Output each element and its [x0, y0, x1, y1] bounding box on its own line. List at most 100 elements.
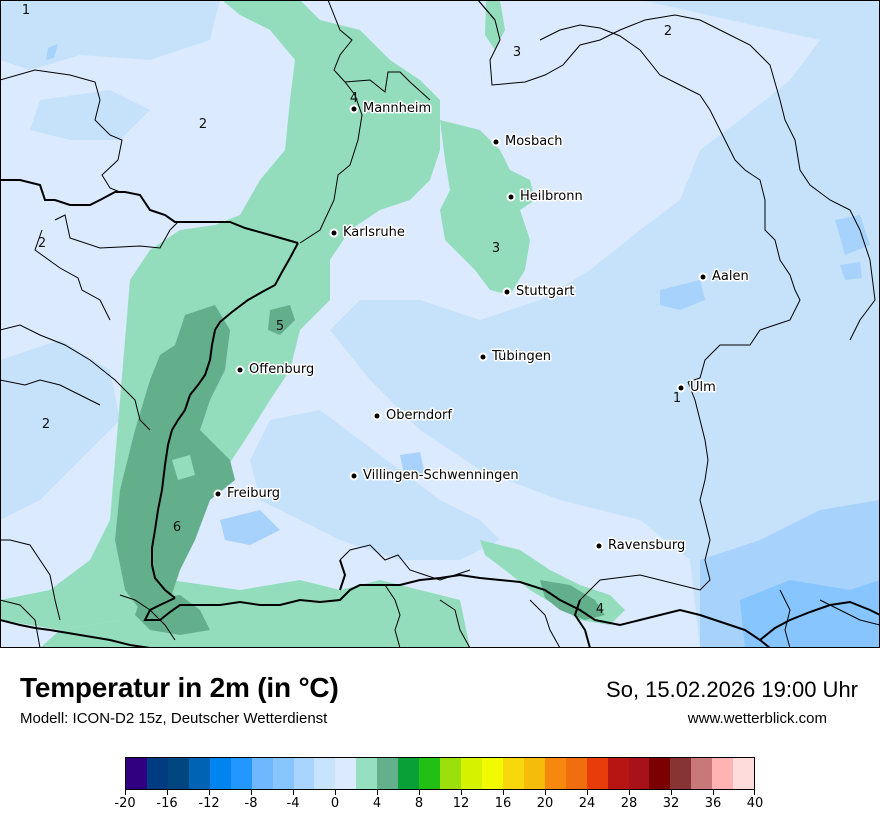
colorbar-segment	[712, 758, 734, 789]
city-marker: Villingen-Schwenningen	[349, 467, 520, 485]
colorbar-tick	[629, 790, 630, 795]
colorbar-tick-label: 32	[662, 796, 680, 811]
contour-label: 1	[673, 391, 681, 406]
city-label: Freiburg	[227, 486, 280, 501]
colorbar-tick-label: 24	[578, 796, 596, 811]
colorbar-segment	[419, 758, 441, 789]
colorbar-ticks: -20 -16 -12 -8 -4 0 4 8 12 16 20 24 28 32 36 40	[114, 790, 763, 820]
map-title: Temperatur in 2m (in °C)	[20, 672, 339, 703]
colorbar-segment	[523, 758, 545, 789]
colorbar-segment	[188, 758, 210, 789]
city-label: Mosbach	[505, 134, 563, 149]
city-label: Aalen	[712, 269, 749, 284]
colorbar-tick	[419, 790, 420, 795]
city-marker: Heilbronn	[506, 188, 584, 206]
colorbar-tick	[377, 790, 378, 795]
city-label: Karlsruhe	[343, 225, 405, 240]
city-dot-icon	[493, 139, 499, 145]
colorbar-segment	[146, 758, 168, 789]
colorbar-segment	[335, 758, 357, 789]
colorbar-tick	[461, 790, 462, 795]
colorbar-tick-label: 12	[452, 796, 470, 811]
contour-label: 6	[173, 520, 181, 535]
city-label: Heilbronn	[520, 189, 583, 204]
colorbar-segment	[628, 758, 650, 789]
contour-label: 4	[596, 602, 604, 617]
colorbar-tick	[754, 790, 755, 795]
city-label: Villingen-Schwenningen	[363, 468, 519, 483]
contour-label: 3	[492, 241, 500, 256]
city-dot-icon	[237, 367, 243, 373]
city-label: Ravensburg	[608, 538, 685, 553]
city-dot-icon	[331, 230, 337, 236]
colorbar-tick-label: -16	[156, 796, 178, 811]
colorbar-segment	[649, 758, 671, 789]
city-marker: Offenburg	[235, 361, 316, 379]
colorbar-tick	[671, 790, 672, 795]
colorbar-tick	[587, 790, 588, 795]
city-dot-icon	[678, 385, 684, 391]
city-dot-icon	[504, 289, 510, 295]
city-marker: Karlsruhe	[329, 224, 406, 242]
city-marker: Mosbach	[491, 133, 564, 151]
colorbar-tick-label: 16	[494, 796, 512, 811]
colorbar-segment	[670, 758, 692, 789]
city-label: Ulm	[690, 380, 716, 395]
colorbar-segment	[440, 758, 461, 789]
temperature-field-blue	[740, 580, 880, 648]
colorbar-tick-label: -20	[114, 796, 136, 811]
temperature-field-inner-patch	[172, 455, 195, 480]
website-link[interactable]: www.wetterblick.com	[687, 710, 827, 727]
colorbar-tick	[503, 790, 504, 795]
country-borders	[0, 179, 880, 648]
colorbar-segment	[607, 758, 629, 789]
colorbar-segment	[293, 758, 315, 789]
colorbar-segment	[272, 758, 294, 789]
colorbar-segment	[314, 758, 336, 789]
colorbar-tick-label: 20	[536, 796, 554, 811]
city-marker: Ravensburg	[594, 537, 687, 555]
city-label: Oberndorf	[386, 408, 452, 423]
city-marker: Ulm	[676, 379, 717, 397]
colorbar-tick	[251, 790, 252, 795]
city-dot-icon	[480, 354, 486, 360]
city-label: Mannheim	[363, 101, 431, 116]
contour-label: 5	[276, 319, 284, 334]
colorbar-tick-label: 0	[330, 796, 340, 811]
colorbar-tick-label: 36	[704, 796, 722, 811]
colorbar-segment	[691, 758, 713, 789]
city-dot-icon	[351, 473, 357, 479]
colorbar-segment	[230, 758, 252, 789]
colorbar-tick	[209, 790, 210, 795]
temperature-map: 1 2 3 4 2 2 3 5 1 2 6 4 Mannheim Mosbach Heilbronn Kar…	[0, 0, 880, 648]
city-marker: Aalen	[698, 268, 750, 286]
city-markers: Mannheim Mosbach Heilbronn Karlsruhe Stuttga…	[213, 100, 750, 555]
contour-label: 2	[199, 117, 207, 132]
city-label: Offenburg	[249, 362, 314, 377]
colorbar-tick-label: 40	[746, 796, 764, 811]
city-marker: Tübingen	[478, 348, 553, 366]
model-source: Modell: ICON-D2 15z, Deutscher Wetterdie…	[20, 710, 328, 727]
colorbar-segment	[167, 758, 189, 789]
colorbar-segment	[251, 758, 273, 789]
city-marker: Stuttgart	[502, 283, 576, 301]
city-dot-icon	[596, 543, 602, 549]
temperature-colorbar	[125, 757, 755, 790]
colorbar-segment	[126, 758, 147, 789]
colorbar-tick-label: -12	[198, 796, 220, 811]
city-dot-icon	[351, 106, 357, 112]
contour-label: 3	[513, 45, 521, 60]
colorbar-tick	[293, 790, 294, 795]
colorbar-segment	[356, 758, 378, 789]
colorbar-segment	[481, 758, 503, 789]
colorbar-tick	[335, 790, 336, 795]
city-dot-icon	[700, 274, 706, 280]
colorbar-segment	[398, 758, 420, 789]
contour-label: 2	[38, 236, 46, 251]
contour-labels: 1 2 3 4 2 2 3 5 1 2 6 4	[22, 3, 681, 617]
contour-label: 2	[42, 417, 50, 432]
city-label: Stuttgart	[516, 284, 574, 299]
colorbar-tick-label: 28	[620, 796, 638, 811]
colorbar-tick	[713, 790, 714, 795]
colorbar-tick-label: -4	[286, 796, 300, 811]
